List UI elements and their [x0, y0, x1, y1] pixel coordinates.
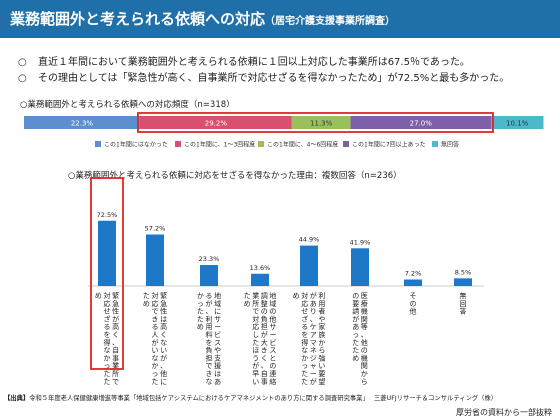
slide-title: 業務範囲外と考えられる依頼への対応（居宅介護支援事業所調査） — [10, 10, 396, 28]
reason-value-label: 72.5% — [97, 211, 118, 219]
reason-bar — [98, 220, 116, 286]
reason-bar — [200, 265, 218, 286]
category-label: 緊急性が高く、自事業所で対応せざるを得なかったため — [95, 291, 119, 386]
stacked-bar-segment — [24, 116, 140, 129]
stacked-bar-label: 29.2% — [205, 120, 228, 128]
reason-value-label: 13.6% — [250, 264, 271, 272]
legend-swatch — [95, 141, 101, 147]
legend-swatch — [175, 141, 181, 147]
reason-bar — [300, 245, 318, 286]
category-label: 無回答 — [460, 291, 467, 316]
stacked-bar-label: 22.3% — [71, 120, 94, 128]
stacked-bar-segment — [490, 116, 544, 129]
legend-label: 無回答 — [441, 141, 459, 149]
bullet-item: ○ その理由としては「緊急性が高く、自事業所で対応せざるを得なかったため」が72.… — [18, 73, 510, 84]
highlight-frame-top-reason — [90, 177, 124, 370]
category-label: 緊急性は高くないが、他に対応できる人がいなかったため — [143, 291, 167, 386]
legend-swatch — [258, 141, 264, 147]
stacked-bar-segment — [350, 116, 491, 129]
category-label: 地域にサービスや支援はあるが、利用料を負担できなかったため — [197, 291, 221, 386]
reason-bar — [146, 234, 164, 286]
reason-bar — [351, 248, 369, 286]
highlight-frame-frequency — [137, 112, 494, 133]
source-text: 令和５年度老人保健健康増進等事業「地域包括ケアシステムにおけるケアマネジメントの… — [29, 395, 369, 402]
reason-value-label: 44.9% — [299, 236, 320, 244]
page-note: 厚労省の資料から一部抜粋 — [456, 408, 552, 417]
source-org: 三菱UFJリサーチ＆コンサルティング（株） — [374, 395, 498, 402]
frequency-chart-title: ○業務範囲外と考えられる依頼への対応頻度（n=318） — [20, 100, 235, 110]
slide-title-bar: 業務範囲外と考えられる依頼への対応（居宅介護支援事業所調査） — [0, 0, 560, 38]
legend-label: この1年間にはなかった — [104, 141, 168, 149]
stacked-bar-segment — [291, 116, 351, 129]
category-label: 医療機関等、他の機関からの要請があったため — [352, 292, 368, 386]
category-label: 利用者や家族から強い要望があり、ケアマネジャーが対応せざるを得なかったため — [293, 291, 326, 386]
reasons-chart-title: ○業務範囲外と考えられる依頼に対応をせざるを得なかった理由：複数回答（n=236… — [68, 171, 402, 181]
legend-swatch — [343, 141, 349, 147]
reason-value-label: 41.9% — [350, 238, 371, 246]
source-note: 【出典】令和５年度老人保健健康増進等事業「地域包括ケアシステムにおけるケアマネジ… — [4, 393, 497, 402]
stacked-bar-label: 11.3% — [310, 120, 333, 128]
summary-bullets: ○ 直近１年間において業務範囲外と考えられる依頼に１回以上対応した事業所は67.5… — [18, 55, 509, 87]
stacked-bar-segment — [139, 116, 292, 129]
legend-swatch — [432, 141, 438, 147]
legend-label: この1年間に7回以上あった — [352, 141, 426, 149]
bullet-item: ○ 直近１年間において業務範囲外と考えられる依頼に１回以上対応した事業所は67.5… — [18, 57, 470, 68]
stacked-bar-label: 10.1% — [506, 120, 529, 128]
reason-bar — [454, 278, 472, 286]
category-label: その他 — [410, 292, 417, 316]
slide-subtitle: （居宅介護支援事業所調査） — [265, 16, 396, 27]
reason-value-label: 57.2% — [145, 225, 166, 233]
reason-value-label: 23.3% — [199, 255, 220, 263]
reason-value-label: 7.2% — [405, 270, 422, 278]
source-label: 【出典】 — [4, 395, 30, 402]
stacked-bar-label: 27.0% — [410, 120, 433, 128]
category-label: 地域の他サービスとの連絡調整の負担が大きく、自事業所で対応したほうが早いため — [244, 291, 277, 386]
reason-bar — [251, 273, 269, 286]
legend-label: この1年間に、1～3回程度 — [184, 141, 255, 149]
reason-value-label: 8.5% — [455, 268, 472, 276]
reason-bar — [404, 279, 422, 286]
legend-label: この1年間に、4～6回程度 — [267, 141, 338, 149]
